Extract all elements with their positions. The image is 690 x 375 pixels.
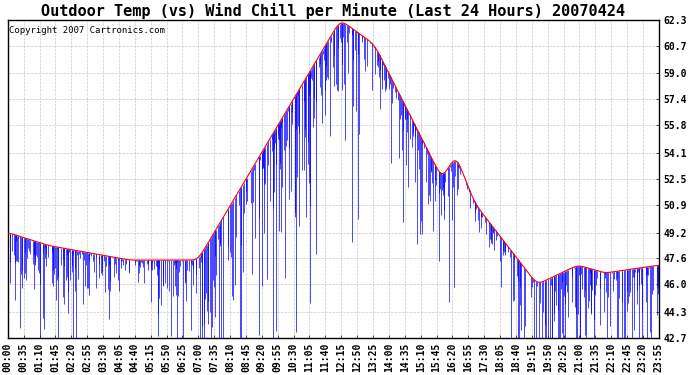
- Title: Outdoor Temp (vs) Wind Chill per Minute (Last 24 Hours) 20070424: Outdoor Temp (vs) Wind Chill per Minute …: [41, 3, 625, 19]
- Text: Copyright 2007 Cartronics.com: Copyright 2007 Cartronics.com: [9, 26, 165, 35]
